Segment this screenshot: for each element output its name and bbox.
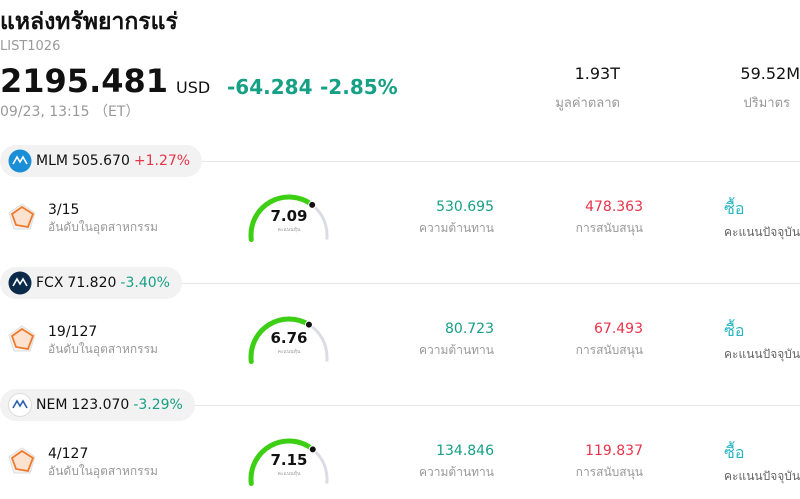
action-label: คะแนนปัจจุบัน <box>724 347 800 361</box>
time: 09/23, 13:15 （ET） <box>0 104 140 120</box>
ticker: MLM <box>36 153 68 169</box>
change-pct: -2.85% <box>320 75 398 99</box>
rank: 4/127 <box>48 446 89 462</box>
resistance-label: ความต้านทาน <box>419 465 494 479</box>
rank-label: อันดับในอุตสาหกรรม <box>48 220 158 234</box>
action-label: คะแนนปัจจุบัน <box>724 469 800 483</box>
volume: 59.52M <box>740 64 800 83</box>
radar-shape <box>10 449 35 473</box>
rank: 3/15 <box>48 202 80 218</box>
title: แหล่งทรัพยากรแร่ <box>0 9 178 35</box>
support-label: การสนับสนุน <box>575 343 643 357</box>
code: LIST1026 <box>0 39 61 54</box>
separator <box>0 283 800 284</box>
rank-icon <box>8 447 36 474</box>
support-label: การสนับสนุน <box>575 221 643 235</box>
score-gauge <box>248 438 329 487</box>
stock-pill[interactable]: NEM 123.070 -3.29% <box>0 389 195 421</box>
radar-shape <box>10 327 35 351</box>
score-label: คะแนนหุ้น <box>277 227 301 233</box>
gauge-dot <box>304 320 313 329</box>
support-label: การสนับสนุน <box>575 465 643 479</box>
score: 7.09 <box>270 207 308 225</box>
stock-logo <box>8 149 32 173</box>
gauge-dot <box>308 200 317 209</box>
action[interactable]: ซื้อ <box>724 199 745 218</box>
volume-label: ปริมาตร <box>743 96 790 111</box>
stock-price: 71.820 <box>67 275 117 291</box>
score: 6.76 <box>270 329 308 347</box>
logo-glyph <box>12 155 28 165</box>
market-cap-label: มูลค่าตลาด <box>555 96 620 111</box>
currency: USD <box>176 78 211 97</box>
gauge-fill <box>248 316 312 365</box>
action-label: คะแนนปัจจุบัน <box>724 225 800 239</box>
score-label: คะแนนหุ้น <box>277 349 301 355</box>
stock-price: 123.070 <box>71 397 130 413</box>
action[interactable]: ซื้อ <box>724 443 745 462</box>
score-gauge <box>248 316 329 365</box>
support: 119.837 <box>585 443 643 459</box>
radar-shape <box>10 205 35 229</box>
rank: 19/127 <box>48 324 98 340</box>
ticker: FCX <box>36 275 64 291</box>
ticker: NEM <box>36 397 68 413</box>
resistance: 80.723 <box>445 321 494 337</box>
rank-icon <box>8 203 36 230</box>
gauge-fill <box>248 194 315 243</box>
stock-pill[interactable]: FCX 71.820 -3.40% <box>0 267 182 299</box>
logo-glyph <box>12 277 28 287</box>
stock-change: -3.29% <box>133 397 183 413</box>
resistance: 134.846 <box>436 443 494 459</box>
logo-glyph <box>12 399 28 409</box>
support: 67.493 <box>594 321 643 337</box>
score-gauge <box>248 194 329 243</box>
separator <box>0 161 800 162</box>
action[interactable]: ซื้อ <box>724 321 745 340</box>
gauge-fill <box>248 438 316 487</box>
price: 2195.481 <box>0 62 169 100</box>
change: -64.284 <box>227 75 313 99</box>
separator <box>0 405 800 406</box>
market-cap: 1.93T <box>574 64 620 83</box>
stock-change: +1.27% <box>133 153 191 169</box>
score-label: คะแนนหุ้น <box>277 471 301 477</box>
stock-logo <box>8 271 32 295</box>
rank-icon <box>8 325 36 352</box>
resistance-label: ความต้านทาน <box>419 343 494 357</box>
score: 7.15 <box>270 451 308 469</box>
stock-pill[interactable]: MLM 505.670 +1.27% <box>0 145 203 177</box>
rank-label: อันดับในอุตสาหกรรม <box>48 342 158 356</box>
stock-price: 505.670 <box>71 153 130 169</box>
stock-change: -3.40% <box>120 275 170 291</box>
support: 478.363 <box>585 199 643 215</box>
resistance: 530.695 <box>436 199 494 215</box>
gauge-dot <box>308 445 317 454</box>
resistance-label: ความต้านทาน <box>419 221 494 235</box>
rank-label: อันดับในอุตสาหกรรม <box>48 464 158 478</box>
stock-logo <box>8 393 32 417</box>
